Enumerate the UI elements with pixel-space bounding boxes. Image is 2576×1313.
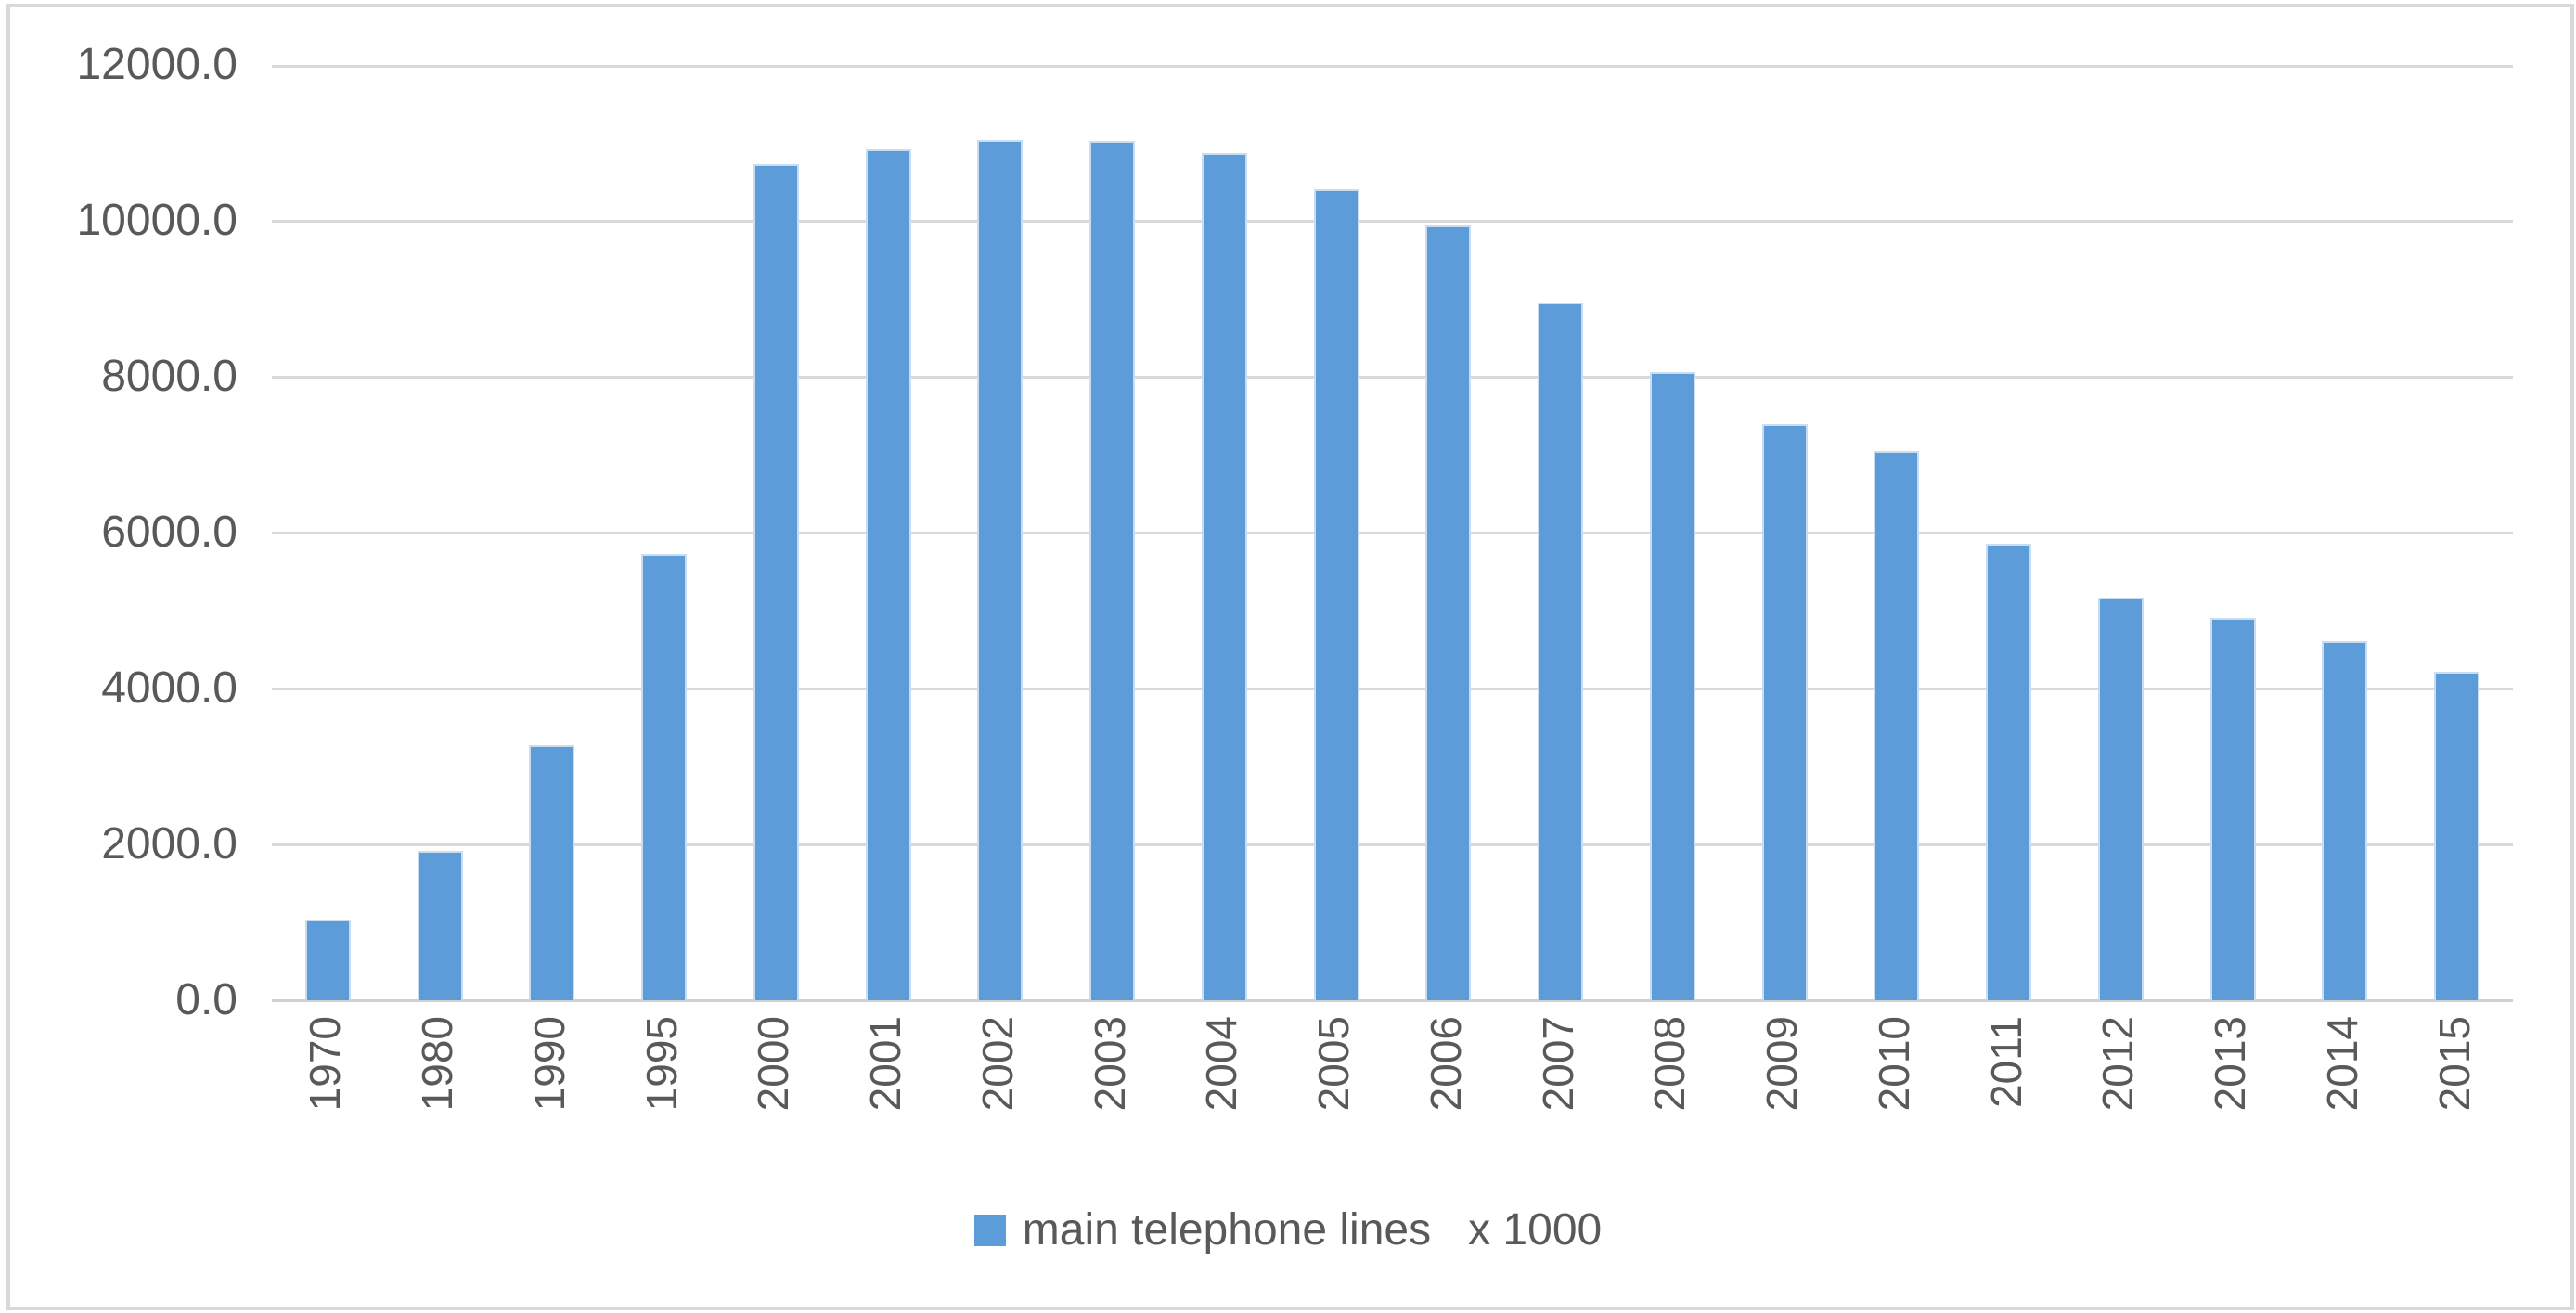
bar-2002 — [977, 140, 1024, 1000]
gridline — [272, 531, 2513, 534]
x-axis-label: 2008 — [1645, 1016, 1694, 1112]
x-axis-label: 2013 — [2206, 1016, 2255, 1112]
bar-2014 — [2322, 641, 2368, 1000]
bar-2008 — [1649, 372, 1695, 1000]
bar-2004 — [1201, 152, 1247, 1000]
x-axis-label: 2005 — [1309, 1016, 1359, 1112]
y-axis-label: 10000.0 — [76, 196, 238, 245]
x-axis-label: 2006 — [1421, 1016, 1470, 1112]
bar-2011 — [1986, 544, 2032, 1000]
x-axis-label: 1995 — [637, 1016, 686, 1112]
x-axis-label: 2001 — [861, 1016, 910, 1112]
x-axis-label: 2007 — [1533, 1016, 1582, 1112]
x-axis-label: 2009 — [1758, 1016, 1807, 1112]
x-axis-label: 1980 — [413, 1016, 462, 1112]
bar-1995 — [641, 553, 688, 1000]
x-axis-label: 2003 — [1085, 1016, 1134, 1112]
bar-2000 — [753, 163, 799, 1000]
legend-swatch-icon — [973, 1215, 1006, 1246]
gridline — [272, 375, 2513, 379]
x-axis-label: 2012 — [2093, 1016, 2143, 1112]
bar-1970 — [304, 920, 351, 1000]
x-axis-label: 2014 — [2317, 1016, 2366, 1112]
x-axis-label: 1970 — [301, 1016, 350, 1112]
x-axis-label: 1990 — [524, 1016, 573, 1112]
y-axis-label: 4000.0 — [101, 663, 238, 713]
legend: main telephone lines x 1000 — [0, 1204, 2576, 1256]
y-axis-label: 12000.0 — [76, 40, 238, 89]
gridline — [272, 843, 2513, 846]
bar-2001 — [865, 148, 911, 1000]
gridline — [272, 219, 2513, 223]
x-axis-label: 2010 — [1869, 1016, 1918, 1112]
bar-2005 — [1313, 189, 1359, 1000]
bar-2009 — [1761, 424, 1808, 1000]
bar-2012 — [2097, 598, 2144, 1000]
x-axis-label: 2015 — [2429, 1016, 2479, 1112]
bar-1990 — [529, 745, 575, 1000]
x-axis-label: 2000 — [749, 1016, 798, 1112]
x-axis-line — [272, 998, 2513, 1002]
x-axis-label: 2002 — [972, 1016, 1022, 1112]
legend-label: main telephone lines x 1000 — [1022, 1205, 1603, 1255]
y-axis: 0.0 2000.0 4000.0 6000.0 8000.0 10000.0 12000.… — [0, 0, 238, 1313]
x-axis: 1970 1980 1990 1995 2000 2001 2002 2003 2004 2005… — [272, 1016, 2513, 1174]
bar-2013 — [2209, 617, 2256, 1000]
y-axis-label: 2000.0 — [101, 819, 238, 869]
bar-1980 — [417, 850, 463, 1000]
bar-2007 — [1538, 303, 1584, 1000]
y-axis-label: 6000.0 — [101, 508, 238, 557]
y-axis-label: 0.0 — [175, 975, 238, 1024]
gridline — [272, 687, 2513, 690]
bar-2006 — [1425, 225, 1472, 1000]
x-axis-label: 2004 — [1197, 1016, 1246, 1112]
plot-area — [272, 65, 2513, 1002]
bar-2015 — [2434, 671, 2480, 1000]
bar-2003 — [1089, 141, 1136, 1000]
y-axis-label: 8000.0 — [101, 352, 238, 401]
x-axis-label: 2011 — [1981, 1016, 2030, 1108]
gridline — [272, 65, 2513, 68]
bar-2010 — [1874, 451, 1920, 1000]
